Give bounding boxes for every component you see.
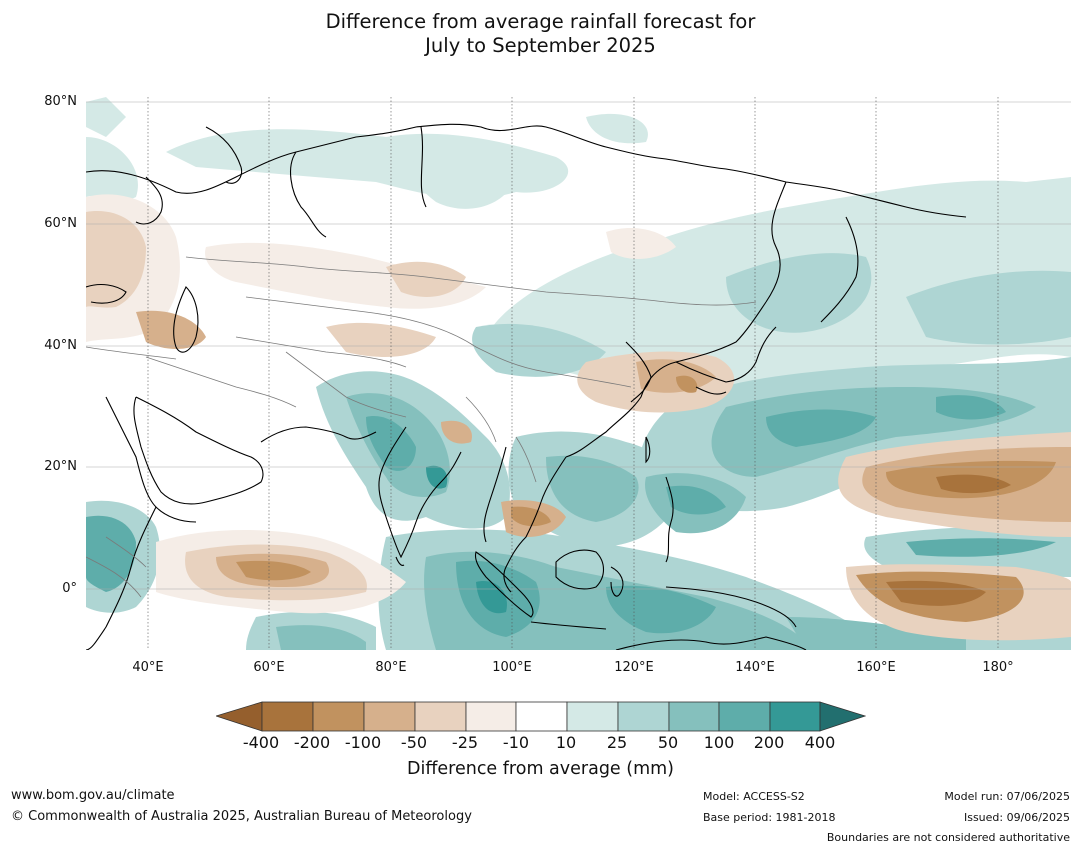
base-period: Base period: 1981-2018 [703, 811, 836, 824]
lon-label-100e: 100°E [492, 660, 532, 675]
lat-label-0: 0° [62, 581, 77, 596]
colorbar-svg [214, 701, 867, 732]
colorbar-bin-5 [465, 701, 517, 732]
lon-label-40e: 40°E [132, 660, 164, 675]
lon-label-140e: 140°E [735, 660, 775, 675]
model-name: Model: ACCESS-S2 [703, 790, 805, 803]
colorbar-tick-label: 10 [555, 733, 577, 752]
colorbar-tick-label: 100 [703, 733, 735, 752]
lat-label-80n: 80°N [44, 94, 77, 109]
dry-anomaly-regions [86, 194, 1071, 641]
colorbar-tick-label: -25 [451, 733, 479, 752]
colorbar-tick-label: -100 [344, 733, 382, 752]
colorbar-bin-4 [414, 701, 467, 732]
copyright-text: © Commonwealth of Australia 2025, Austra… [11, 809, 472, 824]
colorbar-tick-label: 200 [753, 733, 785, 752]
title-line-2: July to September 2025 [425, 34, 656, 57]
lon-label-180: 180° [982, 660, 1014, 675]
colorbar-tick-label: -400 [242, 733, 280, 752]
model-run-date: Model run: 07/06/2025 [944, 790, 1070, 803]
colorbar-tick-label: -200 [293, 733, 331, 752]
title-line-1: Difference from average rainfall forecas… [325, 10, 756, 33]
colorbar-extend-low [214, 701, 263, 732]
issued-date: Issued: 09/06/2025 [963, 811, 1070, 824]
chart-title: Difference from average rainfall forecas… [0, 10, 1081, 58]
lat-label-20n: 20°N [44, 459, 77, 474]
colorbar-bin-6 [515, 701, 568, 732]
colorbar-extend-high [819, 701, 867, 732]
colorbar-bin-11 [769, 701, 821, 732]
boundaries-disclaimer: Boundaries are not considered authoritat… [826, 831, 1070, 844]
colorbar-tick-label: -10 [502, 733, 530, 752]
colorbar-label: Difference from average (mm) [406, 759, 675, 779]
lat-label-40n: 40°N [44, 338, 77, 353]
rainfall-anomaly-map [86, 97, 1071, 650]
map-canvas [86, 97, 1071, 650]
lon-label-120e: 120°E [614, 660, 654, 675]
lon-label-60e: 60°E [253, 660, 285, 675]
country-borders [86, 256, 757, 598]
colorbar-tick-label: -50 [400, 733, 428, 752]
colorbar-bin-3 [363, 701, 416, 732]
colorbar-bin-9 [668, 701, 720, 732]
lat-label-60n: 60°N [44, 216, 77, 231]
website-link[interactable]: www.bom.gov.au/climate [11, 788, 175, 803]
colorbar-tick-label: 400 [804, 733, 836, 752]
colorbar-bin-8 [617, 701, 670, 732]
lon-label-160e: 160°E [856, 660, 896, 675]
colorbar-bin-1 [261, 701, 314, 732]
wet-anomaly-regions [86, 97, 1071, 650]
colorbar-bin-7 [566, 701, 619, 732]
colorbar [214, 701, 867, 737]
coastlines [86, 123, 967, 650]
colorbar-bin-10 [718, 701, 771, 732]
colorbar-tick-label: 25 [606, 733, 628, 752]
colorbar-bin-2 [312, 701, 365, 732]
colorbar-tick-label: 50 [657, 733, 679, 752]
lon-label-80e: 80°E [375, 660, 407, 675]
meridians [147, 97, 999, 650]
